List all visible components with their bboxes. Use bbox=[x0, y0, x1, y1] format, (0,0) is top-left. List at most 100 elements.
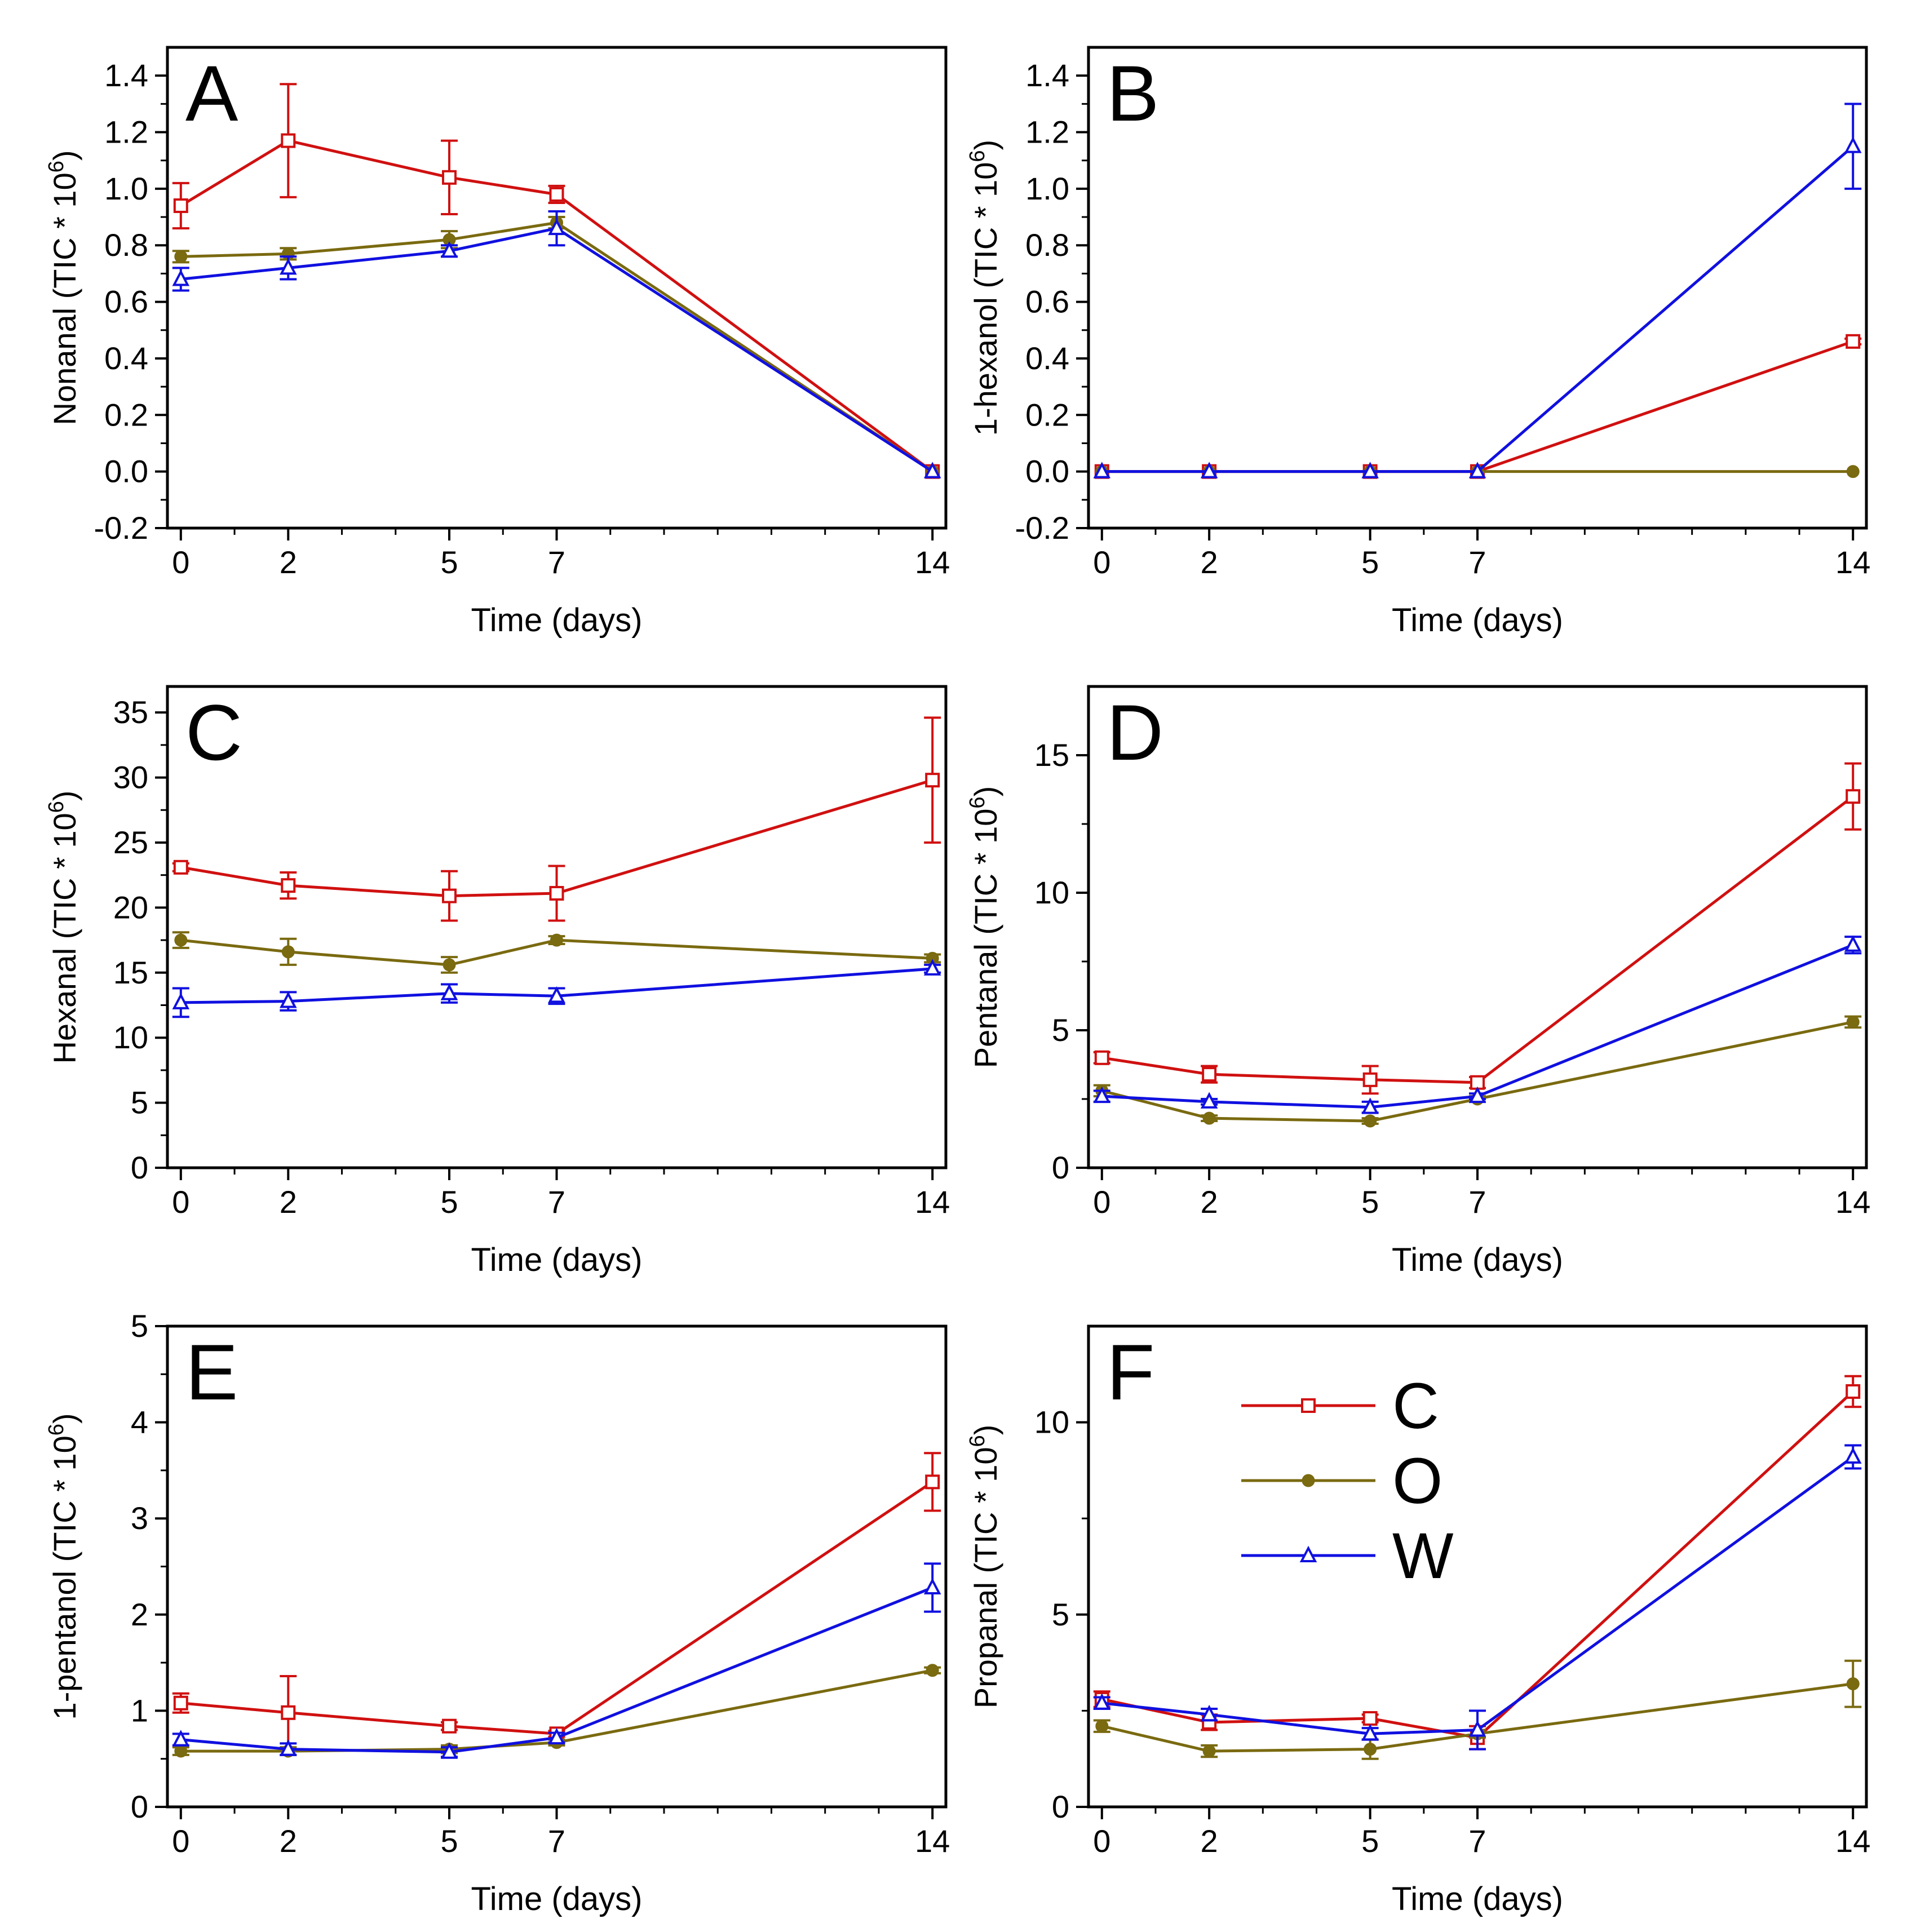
y-tick-label: 15 bbox=[1034, 737, 1069, 773]
panel-letter: E bbox=[185, 1328, 238, 1416]
data-point bbox=[1095, 1720, 1109, 1733]
data-point bbox=[923, 462, 941, 478]
series-w bbox=[1093, 103, 1862, 478]
legend-label: W bbox=[1392, 1520, 1454, 1592]
data-point bbox=[1846, 1384, 1861, 1399]
series-w bbox=[1093, 1444, 1862, 1751]
legend: COW bbox=[1241, 1370, 1454, 1592]
x-tick-label: 14 bbox=[1835, 1823, 1870, 1859]
x-tick-label: 5 bbox=[1361, 544, 1379, 580]
data-point bbox=[440, 241, 458, 258]
y-axis-label-end: ) bbox=[47, 150, 82, 161]
y-tick-label: 10 bbox=[1034, 875, 1069, 910]
data-point bbox=[174, 1744, 188, 1758]
y-tick-label: 0.0 bbox=[1025, 454, 1069, 489]
data-point bbox=[1468, 1086, 1486, 1104]
legend-marker bbox=[1302, 1474, 1315, 1487]
data-point bbox=[1362, 1072, 1378, 1087]
x-tick-label: 14 bbox=[915, 1823, 950, 1859]
x-tick-label: 0 bbox=[172, 544, 189, 580]
y-tick-label: 0 bbox=[131, 1150, 148, 1185]
y-tick-label: 35 bbox=[113, 694, 148, 730]
data-point bbox=[1846, 465, 1860, 478]
y-axis-label: Nonanal (TIC * 106) bbox=[45, 150, 82, 425]
series-w bbox=[1093, 935, 1862, 1114]
x-tick-label: 14 bbox=[1835, 544, 1870, 580]
x-tick-label: 7 bbox=[1468, 544, 1486, 580]
data-point bbox=[1202, 1067, 1217, 1082]
x-tick-label: 2 bbox=[1201, 544, 1218, 580]
data-point bbox=[1364, 1114, 1377, 1128]
data-point bbox=[1362, 1711, 1378, 1726]
data-point bbox=[279, 1739, 297, 1756]
data-point bbox=[549, 885, 564, 901]
series-o bbox=[172, 931, 941, 974]
y-tick-label: 0.0 bbox=[104, 454, 148, 489]
data-point bbox=[281, 1705, 296, 1720]
series-c bbox=[1093, 762, 1862, 1095]
y-tick-label: 1.0 bbox=[1025, 171, 1069, 206]
x-axis-label: Time (days) bbox=[471, 602, 643, 639]
y-axis-label-superscript: 6 bbox=[966, 150, 989, 162]
data-point bbox=[440, 983, 458, 1000]
data-point bbox=[172, 992, 190, 1009]
panel-d: 0 2 5 7 14 0 5 10 15 Time (days) Pentanal (TIC * 1… bbox=[966, 685, 1870, 1278]
y-tick-label: 10 bbox=[1034, 1404, 1069, 1440]
x-tick-label: 5 bbox=[440, 544, 458, 580]
series-c bbox=[172, 1452, 941, 1751]
x-tick-label: 0 bbox=[1093, 1184, 1110, 1220]
data-point bbox=[442, 888, 457, 903]
x-tick-label: 5 bbox=[440, 1184, 458, 1220]
x-axis-label: Time (days) bbox=[1392, 602, 1563, 639]
y-axis-label: Propanal (TIC * 106) bbox=[966, 1425, 1003, 1709]
x-tick-label: 0 bbox=[172, 1184, 189, 1220]
y-tick-label: 1.2 bbox=[1025, 114, 1069, 150]
y-tick-label: 1.4 bbox=[1025, 57, 1069, 93]
y-axis-label: 1-pentanol (TIC * 106) bbox=[45, 1413, 82, 1720]
data-point bbox=[1200, 462, 1218, 478]
data-point bbox=[1093, 1693, 1111, 1710]
y-tick-label: 0 bbox=[131, 1789, 148, 1824]
y-tick-label: 15 bbox=[113, 955, 148, 990]
x-tick-label: 14 bbox=[915, 544, 950, 580]
y-tick-label: 10 bbox=[113, 1020, 148, 1055]
x-tick-label: 2 bbox=[280, 1823, 297, 1859]
y-tick-label: 20 bbox=[113, 889, 148, 925]
y-tick-label: 1.4 bbox=[104, 57, 148, 93]
series-w bbox=[172, 1562, 941, 1759]
data-point bbox=[550, 933, 563, 947]
x-tick-label: 2 bbox=[1201, 1184, 1218, 1220]
y-tick-label: 0.8 bbox=[1025, 227, 1069, 263]
x-tick-label: 2 bbox=[1201, 1823, 1218, 1859]
y-tick-label: 0.4 bbox=[1025, 340, 1069, 376]
x-axis-label: Time (days) bbox=[1392, 1242, 1563, 1278]
y-axis-label: 1-hexanol (TIC * 106) bbox=[966, 140, 1003, 436]
y-tick-label: 1.2 bbox=[104, 114, 148, 150]
x-axis-label: Time (days) bbox=[471, 1881, 643, 1917]
y-tick-label: 4 bbox=[131, 1404, 148, 1440]
x-tick-label: 7 bbox=[1468, 1823, 1486, 1859]
series-w bbox=[172, 959, 941, 1018]
y-axis-label-superscript: 6 bbox=[45, 1424, 68, 1435]
panel-letter: F bbox=[1107, 1328, 1155, 1416]
y-tick-label: 1.0 bbox=[104, 171, 148, 206]
data-point bbox=[1361, 1724, 1379, 1741]
panel-a: 0 2 5 7 14 -0.2 0.0 0.2 0.4 0.6 0.8 1.0 1.2 1.4 Time (… bbox=[45, 46, 950, 639]
y-tick-label: 0.2 bbox=[1025, 397, 1069, 432]
x-tick-label: 0 bbox=[172, 1823, 189, 1859]
y-tick-label: 0 bbox=[1052, 1150, 1069, 1185]
y-tick-label: 1 bbox=[131, 1692, 148, 1728]
data-point bbox=[1200, 1704, 1218, 1722]
y-tick-label: 3 bbox=[131, 1500, 148, 1536]
y-axis-label-end: ) bbox=[47, 791, 82, 801]
series-c bbox=[172, 716, 941, 922]
data-point bbox=[925, 1474, 940, 1490]
y-axis-label-superscript: 6 bbox=[966, 796, 989, 808]
data-point bbox=[548, 986, 565, 1003]
y-axis-label-end: ) bbox=[968, 786, 1003, 797]
data-point bbox=[173, 859, 188, 875]
data-point bbox=[173, 198, 188, 213]
data-point bbox=[923, 1577, 941, 1595]
legend-label: O bbox=[1392, 1445, 1442, 1517]
data-point bbox=[1202, 1744, 1216, 1758]
